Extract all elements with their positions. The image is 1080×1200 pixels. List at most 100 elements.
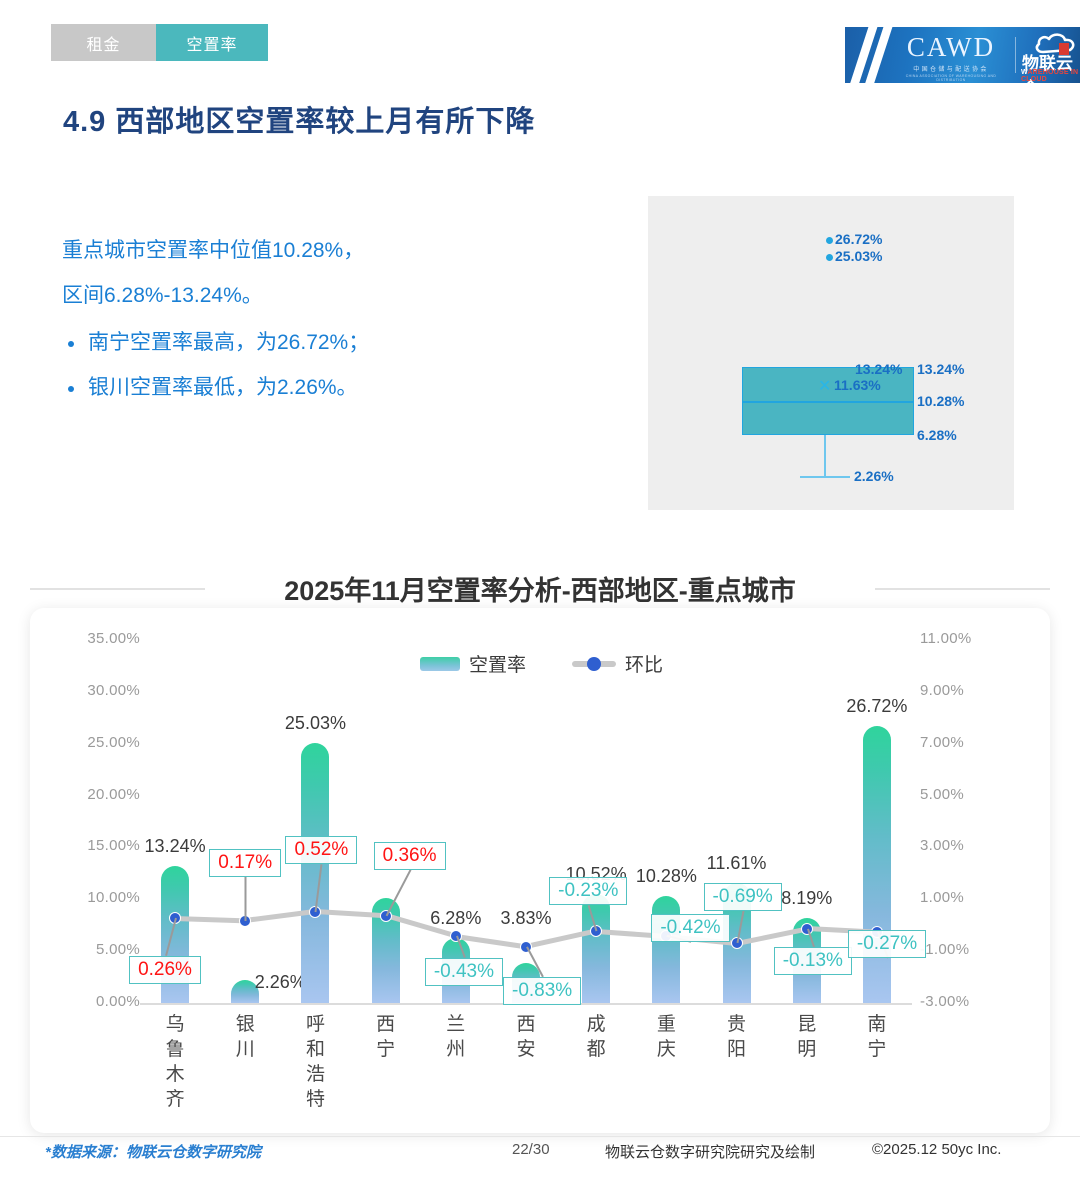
- tab-bar: 租金 空置率: [51, 24, 268, 61]
- bar-value-label: 3.83%: [500, 907, 552, 928]
- mom-callout-label: -0.69%: [703, 883, 782, 912]
- page-title: 4.9 西部地区空置率较上月有所下降: [63, 106, 536, 138]
- bar-vacancy-rate[interactable]: [231, 979, 260, 1003]
- y-axis-left-tick: 0.00%: [95, 993, 140, 1010]
- x-axis-label: 南 宁: [867, 1014, 887, 1060]
- chart-title-band: 2025年11月空置率分析-西部地区-重点城市: [30, 565, 1050, 613]
- cawd-acronym: CAWD: [906, 32, 996, 62]
- boxplot-q1-label: 6.28%: [917, 427, 957, 443]
- title-rule-left: [30, 588, 205, 590]
- cawd-chinese-name: 中国仓储与配送协会: [913, 67, 989, 73]
- bullet-item-highest: 南宁空置率最高，为26.72%；: [62, 320, 582, 365]
- mom-callout-label: 0.36%: [373, 841, 446, 870]
- x-axis-label: 成 都: [586, 1014, 606, 1060]
- bar-vacancy-rate[interactable]: [862, 725, 891, 1003]
- mom-callout-label: 0.52%: [285, 835, 358, 864]
- y-axis-right-tick: 5.00%: [920, 785, 965, 803]
- x-axis-label: 昆 明: [797, 1014, 817, 1060]
- brand-chinese-name: 物联云仓: [1022, 54, 1073, 83]
- footer-divider: [0, 1136, 1080, 1137]
- cawd-logo-text: CAWD 中国仓储与配送协会 CHINA ASSOCIATION OF WARE…: [891, 32, 1011, 82]
- bar-value-label: 11.61%: [706, 852, 767, 873]
- mom-callout-label: -0.42%: [651, 914, 730, 943]
- y-axis-left-tick: 5.00%: [95, 941, 140, 959]
- bar-value-label: 8.19%: [781, 888, 833, 909]
- trend-line-point[interactable]: [730, 937, 743, 950]
- boxplot-q3-label: 13.24%: [855, 361, 903, 377]
- logo-divider: [1015, 37, 1016, 73]
- x-axis-label: 呼 和 浩 特: [305, 1014, 325, 1110]
- legend-label-mom: 环比: [625, 655, 664, 676]
- mom-callout-label: -0.83%: [503, 976, 582, 1005]
- x-axis-label: 兰 州: [446, 1014, 466, 1060]
- boxplot-median-label: 10.28%: [917, 393, 965, 409]
- mom-callout-label: 0.17%: [209, 848, 282, 877]
- legend-label-vacancy: 空置率: [469, 655, 527, 676]
- brand-logo: CAWD 中国仓储与配送协会 CHINA ASSOCIATION OF WARE…: [845, 27, 1080, 83]
- y-axis-left-tick: 10.00%: [87, 889, 140, 907]
- mom-callout-label: 0.26%: [129, 956, 201, 985]
- bar-value-label: 2.26%: [254, 971, 306, 992]
- bar-value-label: 6.28%: [430, 907, 482, 928]
- chart-title: 2025年11月空置率分析-西部地区-重点城市: [262, 565, 818, 612]
- tab-vacancy-rate[interactable]: 空置率: [156, 24, 268, 61]
- cawd-english-name: CHINA ASSOCIATION OF WAREHOUSING AND DIS…: [905, 74, 997, 82]
- x-axis-label: 银 川: [235, 1014, 255, 1060]
- bar-value-label: 10.28%: [635, 866, 697, 887]
- summary-bullets: 南宁空置率最高，为26.72%； 银川空置率最低，为2.26%。: [62, 320, 582, 410]
- y-axis-left-tick: 35.00%: [87, 630, 140, 647]
- footer-copyright: ©2025.12 50yc Inc.: [872, 1141, 1002, 1158]
- y-axis-left-tick: 25.00%: [87, 733, 140, 751]
- logo-red-tag: [1059, 43, 1069, 55]
- boxplot-outlier-dot-1: [826, 237, 833, 244]
- title-rule-right: [875, 588, 1050, 590]
- y-axis-right-tick: 11.00%: [920, 630, 972, 647]
- y-axis-left-tick: 15.00%: [87, 837, 140, 855]
- x-axis-label: 贵 阳: [727, 1014, 747, 1060]
- x-axis-label: 乌 鲁 木 齐: [165, 1014, 185, 1110]
- y-axis-right-tick: -3.00%: [920, 993, 970, 1010]
- y-axis-right-tick: 7.00%: [920, 733, 965, 751]
- brand-english-name: WAREHOUSE IN CLOUD: [1021, 69, 1079, 83]
- mom-callout-label: -0.27%: [847, 930, 927, 959]
- summary-line-1: 重点城市空置率中位值10.28%，: [62, 239, 365, 262]
- y-axis-right-tick: 1.00%: [920, 889, 965, 907]
- bar-value-label: 25.03%: [284, 713, 346, 734]
- boxplot-mean-label: 11.63%: [834, 377, 881, 393]
- tab-rent[interactable]: 租金: [51, 24, 156, 61]
- y-axis-right-tick: -1.00%: [920, 941, 970, 959]
- mom-callout-label: -0.43%: [424, 958, 504, 987]
- boxplot-q3-label-right: 13.24%: [917, 361, 965, 377]
- legend-item-vacancy[interactable]: 空置率: [420, 650, 526, 677]
- footer-page-number: 22/30: [512, 1141, 550, 1158]
- chart-legend: 空置率 环比: [420, 650, 663, 677]
- footer-credit: 物联云仓数字研究院研究及绘制: [605, 1144, 816, 1161]
- legend-line-swatch: [572, 656, 617, 671]
- x-axis-label: 西 宁: [376, 1014, 396, 1060]
- y-axis-right-tick: 9.00%: [920, 681, 965, 699]
- footer-source: *数据来源：物联云仓数字研究院: [45, 1144, 261, 1161]
- x-axis-label: 重 庆: [656, 1014, 676, 1060]
- boxplot-mean-marker: ✕: [818, 378, 832, 395]
- cloud-icon: [1035, 33, 1075, 54]
- legend-bar-swatch: [420, 656, 460, 671]
- trend-line-point[interactable]: [309, 905, 322, 918]
- bar-vacancy-rate[interactable]: [582, 893, 611, 1003]
- boxplot-min-label: 2.26%: [854, 468, 894, 484]
- summary-text: 重点城市空置率中位值10.28%， 区间6.28%-13.24%。 南宁空置率最…: [62, 228, 582, 410]
- bullet-item-lowest: 银川空置率最低，为2.26%。: [62, 365, 582, 410]
- y-axis-left-tick: 30.00%: [87, 681, 140, 699]
- boxplot-outlier-label-1: 26.72%: [835, 231, 883, 247]
- x-axis-label: 西 安: [516, 1014, 536, 1060]
- legend-item-mom[interactable]: 环比: [572, 650, 663, 677]
- boxplot-outlier-label-2: 25.03%: [835, 248, 883, 264]
- summary-line-2: 区间6.28%-13.24%。: [62, 284, 263, 307]
- y-axis-right-tick: 3.00%: [920, 837, 965, 855]
- boxplot-chart: 26.72% 25.03% ✕ 13.24% 13.24% 11.63% 10.…: [648, 196, 1014, 510]
- mom-callout-label: -0.23%: [549, 877, 628, 906]
- bar-vacancy-rate[interactable]: [301, 743, 330, 1003]
- bar-vacancy-rate[interactable]: [652, 896, 681, 1003]
- bar-value-label: 26.72%: [846, 695, 908, 716]
- y-axis-left-tick: 20.00%: [87, 785, 140, 803]
